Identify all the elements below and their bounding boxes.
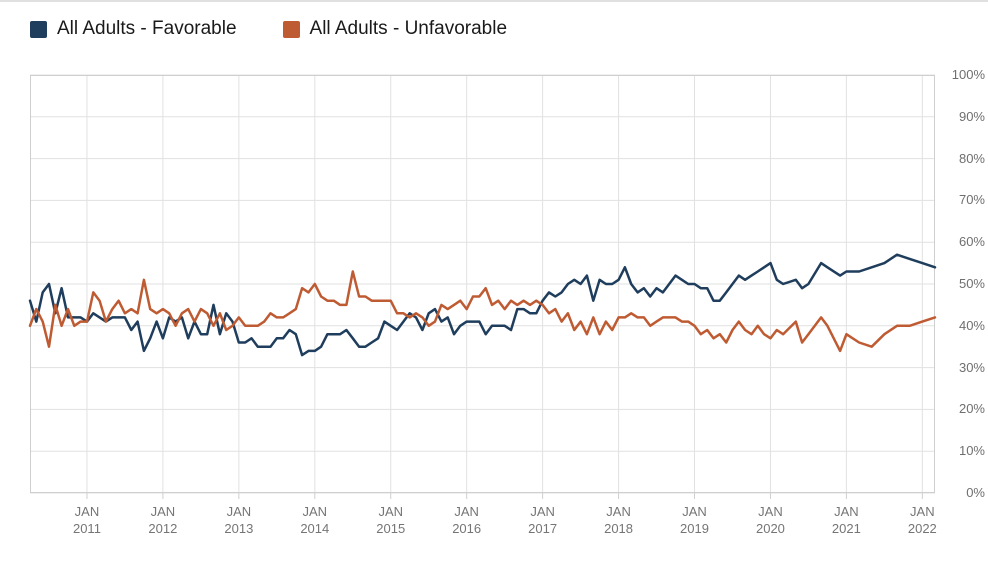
x-axis-tick-year: 2015	[376, 521, 406, 536]
y-axis-tick-label: 60%	[958, 234, 985, 250]
y-axis-tick-label: 20%	[958, 401, 985, 417]
x-axis-tick-month: JAN	[74, 504, 100, 519]
y-axis-tick-label: 50%	[958, 276, 985, 291]
x-axis-tick-label: JAN 2021	[814, 503, 878, 537]
x-axis-tick-month: JAN	[378, 504, 403, 519]
unfavorable-series-line[interactable]	[28, 270, 937, 353]
x-axis-tick-year: 2021	[831, 521, 861, 536]
x-axis-tick-month: JAN	[834, 504, 859, 519]
legend-label-unfavorable: All Adults - Unfavorable	[309, 18, 508, 39]
favorable-series-line[interactable]	[28, 253, 937, 357]
x-axis-tick-label: JAN 2018	[587, 503, 651, 537]
legend-item-unfavorable[interactable]: All Adults - Unfavorable	[282, 18, 508, 40]
x-axis-tick-month: JAN	[530, 504, 555, 519]
x-axis-tick-label: JAN 2015	[359, 503, 423, 537]
x-axis-tick-year: 2020	[755, 521, 785, 536]
y-axis-tick-label: 10%	[958, 443, 985, 459]
x-axis-tick-year: 2022	[907, 521, 937, 536]
x-axis-tick-label: JAN 2016	[435, 503, 499, 537]
x-axis-tick-year: 2017	[528, 521, 558, 536]
x-axis-tick-month: JAN	[302, 504, 328, 519]
x-axis-tick-year: 2018	[604, 521, 634, 536]
x-axis-tick-month: JAN	[910, 504, 935, 519]
legend: All Adults - Favorable All Adults - Unfa…	[30, 18, 507, 40]
x-axis-tick-year: 2012	[148, 521, 178, 536]
x-axis-tick-label: JAN 2019	[663, 503, 727, 537]
x-axis-tick-month: JAN	[454, 504, 479, 519]
legend-item-favorable[interactable]: All Adults - Favorable	[30, 18, 237, 40]
y-axis-tick-label: 70%	[958, 192, 985, 208]
favorable-swatch-icon	[30, 20, 47, 38]
x-axis-tick-label: JAN 2014	[283, 503, 347, 537]
y-axis-tick-label: 40%	[958, 317, 985, 333]
x-axis-tick-month: JAN	[150, 504, 176, 519]
chart-svg	[28, 74, 937, 499]
x-axis-tick-year: 2014	[300, 521, 330, 536]
x-axis-tick-year: 2016	[452, 521, 482, 536]
x-axis-tick-label: JAN 2012	[131, 503, 195, 537]
x-axis-tick-label: JAN 2013	[207, 503, 271, 537]
x-axis-tick-month: JAN	[758, 504, 783, 519]
legend-label-favorable: All Adults - Favorable	[57, 18, 237, 39]
y-axis-tick-label: 80%	[958, 150, 985, 166]
x-axis-tick-month: JAN	[226, 504, 252, 519]
x-axis-tick-year: 2013	[224, 521, 254, 536]
plot-border	[30, 75, 935, 493]
x-axis-tick-label: JAN 2017	[511, 503, 575, 537]
y-axis-tick-label: 100%	[951, 67, 985, 82]
y-axis-tick-label: 0%	[966, 485, 985, 500]
y-axis-tick-label: 30%	[958, 359, 985, 375]
x-axis-tick-year: 2019	[680, 521, 709, 536]
y-axis-tick-label: 90%	[958, 108, 985, 124]
x-axis-tick-label: JAN 2020	[738, 503, 802, 537]
unfavorable-swatch-icon	[282, 20, 300, 38]
x-axis-tick-label: JAN 2022	[890, 503, 954, 537]
x-axis-tick-month: JAN	[606, 504, 631, 519]
x-axis-tick-year: 2011	[72, 521, 101, 536]
x-axis-tick-month: JAN	[682, 504, 707, 519]
x-axis-tick-label: JAN 2011	[55, 503, 119, 537]
plot-area[interactable]	[28, 74, 937, 499]
